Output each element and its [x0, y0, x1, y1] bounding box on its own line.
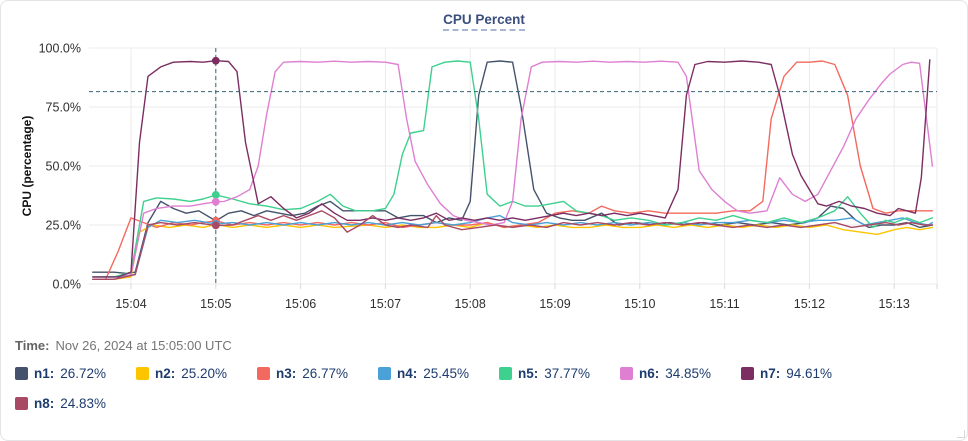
series-line-n3	[92, 60, 934, 280]
legend-value-n3: 26.77%	[302, 366, 349, 381]
svg-text:15:06: 15:06	[285, 297, 316, 311]
series-line-n8	[92, 210, 934, 280]
svg-text:15:13: 15:13	[879, 297, 910, 311]
legend-value-n4: 25.45%	[423, 366, 470, 381]
legend-item-n8[interactable]: n8: 24.83%	[15, 396, 114, 411]
legend-value-n5: 37.77%	[544, 366, 591, 381]
legend-value-n2: 25.20%	[181, 366, 228, 381]
time-label: Time:	[15, 338, 50, 353]
svg-text:0.0%: 0.0%	[53, 278, 82, 292]
legend-label-n6: n6:	[639, 366, 660, 381]
cpu-line-chart[interactable]: 0.0% 25.0% 50.0% 75.0% 100.0% 15:04 15:05 15:06…	[1, 37, 968, 331]
legend-label-n2: n2:	[155, 366, 176, 381]
chart-header: CPU Percent	[1, 12, 967, 36]
legend-label-n8: n8:	[34, 396, 55, 411]
svg-text:15:09: 15:09	[539, 297, 570, 311]
svg-text:15:08: 15:08	[455, 297, 486, 311]
svg-text:15:07: 15:07	[370, 297, 401, 311]
series-line-n5	[92, 60, 934, 278]
cursor-dot-n7	[211, 56, 220, 65]
legend-item-n4[interactable]: n4: 25.45%	[378, 366, 477, 381]
cursor-dot-n5	[211, 190, 220, 199]
svg-text:15:10: 15:10	[624, 297, 655, 311]
y-axis-title: CPU (percentage)	[20, 116, 34, 217]
legend-label-n3: n3:	[276, 366, 297, 381]
svg-text:15:05: 15:05	[200, 297, 231, 311]
legend-swatch-n6	[620, 367, 633, 380]
series-line-n6	[92, 60, 934, 280]
resize-handle-icon[interactable]	[957, 430, 965, 438]
time-value: Nov 26, 2024 at 15:05:00 UTC	[55, 338, 232, 353]
legend-swatch-n2	[136, 367, 149, 380]
legend-swatch-n1	[15, 367, 28, 380]
cursor-dots	[211, 56, 220, 230]
svg-text:50.0%: 50.0%	[46, 160, 81, 174]
legend-swatch-n8	[15, 397, 28, 410]
cursor-dot-n8	[211, 221, 220, 230]
legend-value-n1: 26.72%	[60, 366, 107, 381]
chart-title[interactable]: CPU Percent	[443, 12, 525, 31]
legend-label-n7: n7:	[760, 366, 781, 381]
series-line-n7	[92, 59, 931, 278]
cursor-dot-n6	[211, 197, 220, 206]
legend-swatch-n4	[378, 367, 391, 380]
series-line-n1	[92, 60, 934, 275]
legend-item-n2[interactable]: n2: 25.20%	[136, 366, 235, 381]
svg-text:15:12: 15:12	[794, 297, 825, 311]
legend-label-n1: n1:	[34, 366, 55, 381]
legend-label-n4: n4:	[397, 366, 418, 381]
svg-text:100.0%: 100.0%	[39, 42, 81, 56]
legend-item-n5[interactable]: n5: 37.77%	[499, 366, 598, 381]
y-axis-labels: 0.0% 25.0% 50.0% 75.0% 100.0%	[39, 42, 81, 292]
series-line-n2	[92, 221, 934, 280]
legend-item-n3[interactable]: n3: 26.77%	[257, 366, 356, 381]
legend-item-n6[interactable]: n6: 34.85%	[620, 366, 719, 381]
svg-text:15:04: 15:04	[115, 297, 146, 311]
legend: n1: 26.72% n2: 25.20% n3: 26.77% n4: 25.45% n5: 3…	[1, 366, 967, 411]
svg-text:15:11: 15:11	[709, 297, 739, 311]
svg-text:25.0%: 25.0%	[46, 219, 81, 233]
x-axis-labels: 15:04 15:05 15:06 15:07 15:08 15:09 15:10 15:11…	[115, 297, 910, 311]
legend-swatch-n3	[257, 367, 270, 380]
legend-swatch-n5	[499, 367, 512, 380]
legend-swatch-n7	[741, 367, 754, 380]
legend-label-n5: n5:	[518, 366, 539, 381]
svg-text:75.0%: 75.0%	[46, 101, 81, 115]
legend-item-n1[interactable]: n1: 26.72%	[15, 366, 114, 381]
cursor-time-row: Time: Nov 26, 2024 at 15:05:00 UTC	[15, 338, 967, 353]
legend-value-n7: 94.61%	[786, 366, 833, 381]
legend-item-n7[interactable]: n7: 94.61%	[741, 366, 840, 381]
legend-value-n8: 24.83%	[60, 396, 107, 411]
legend-value-n6: 34.85%	[665, 366, 712, 381]
